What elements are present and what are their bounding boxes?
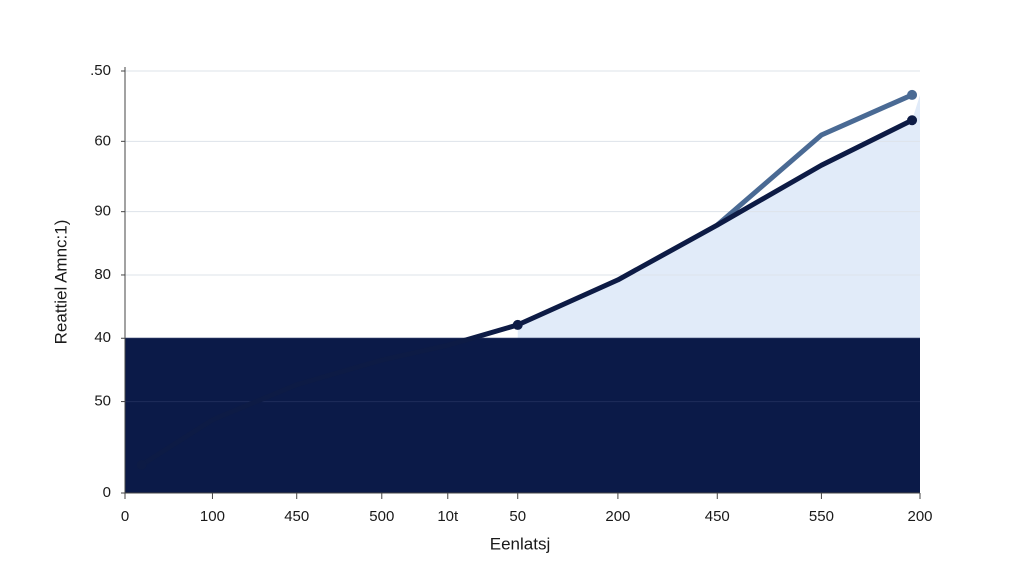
x-tick-label: 450 <box>705 508 730 525</box>
x-tick-label: 450 <box>284 508 309 525</box>
y-tick-label: 0 <box>103 484 111 501</box>
series-line <box>714 92 915 228</box>
area-fill <box>517 94 920 338</box>
point-marker <box>136 459 147 470</box>
y-tick-label: .50 <box>90 62 111 79</box>
x-tick-label: 550 <box>809 508 834 525</box>
y-tick-label: 80 <box>94 266 111 283</box>
x-tick-label: 10t <box>437 508 459 525</box>
x-tick-label: 200 <box>907 508 932 525</box>
x-axis-label: Eenlatsj <box>490 534 550 553</box>
y-tick-label: 50 <box>94 393 111 410</box>
y-axis-label: Reattiel Amnc:1) <box>51 220 70 345</box>
x-tick-label: 500 <box>369 508 394 525</box>
x-tick-label: 0 <box>121 508 129 525</box>
x-tick-label: 100 <box>200 508 225 525</box>
y-tick-label: 60 <box>94 132 111 149</box>
x-tick-label: 200 <box>605 508 630 525</box>
y-tick-label: 90 <box>94 203 111 220</box>
point-marker <box>512 319 523 330</box>
point-marker <box>907 89 918 100</box>
lower-band <box>125 338 920 493</box>
y-tick-label: 40 <box>94 329 111 346</box>
point-marker <box>907 115 918 126</box>
x-tick-label: 50 <box>509 508 526 525</box>
series-line <box>139 117 915 468</box>
